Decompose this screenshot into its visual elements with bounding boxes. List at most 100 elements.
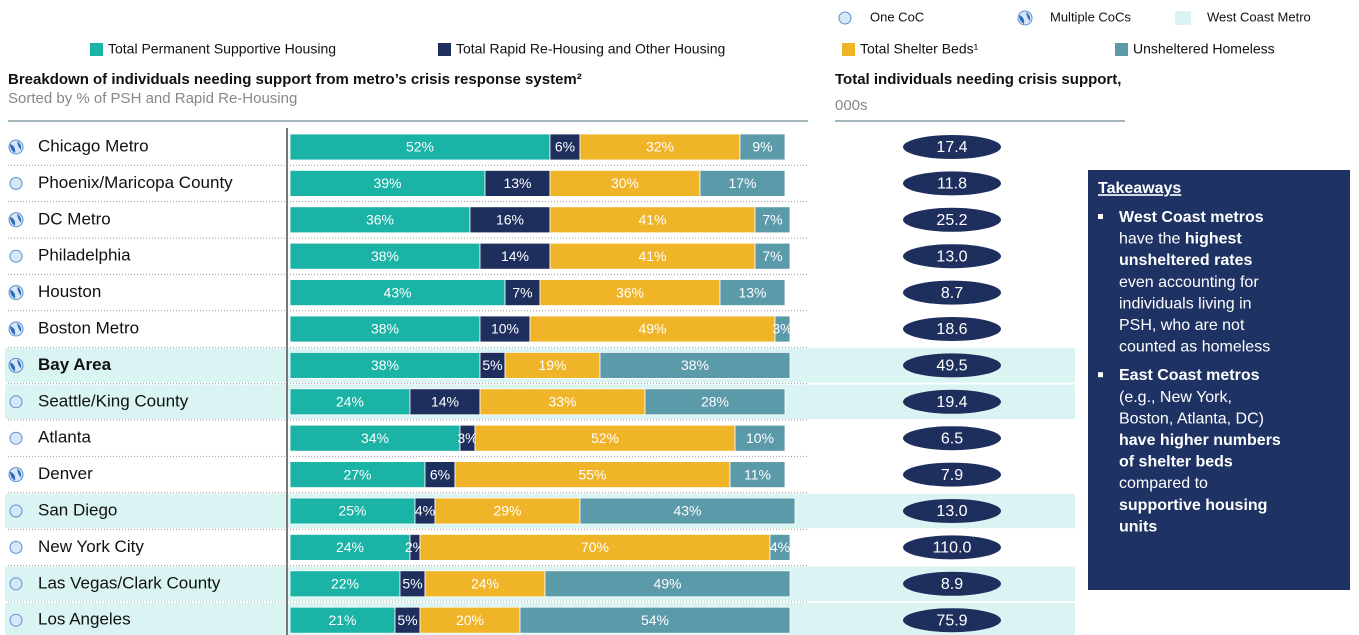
bar-segment: [479, 242, 551, 270]
category-label: Philadelphia: [38, 246, 131, 265]
value-label: 29%: [493, 503, 521, 519]
takeaway-text: West Coast metros: [1119, 209, 1264, 226]
totals-title: Total individuals needing crisis support…: [835, 71, 1121, 88]
takeaways-box: [1088, 170, 1350, 590]
value-label: 32%: [646, 139, 674, 155]
bar-segment: [289, 606, 396, 634]
bar-segment: [419, 606, 521, 634]
legend-label: Total Rapid Re-Housing and Other Housing: [456, 41, 725, 57]
one-coc-icon: [9, 176, 23, 190]
value-label: 9%: [752, 139, 772, 155]
value-label: 24%: [336, 394, 364, 410]
takeaway-line: West Coast metros: [1119, 209, 1264, 226]
value-label: 55%: [578, 466, 606, 482]
value-label: 14%: [501, 248, 529, 264]
bullet: [1098, 372, 1103, 378]
totals-subtitle: 000s: [835, 97, 868, 114]
bar-segment: [434, 497, 581, 525]
takeaway-line: units: [1119, 519, 1157, 536]
bar-segment: [504, 279, 541, 307]
value-label: 10%: [491, 321, 519, 337]
bar-segment: [734, 424, 786, 452]
multiple-coc-icon: [10, 471, 16, 481]
multiple-coc-icon: [17, 213, 22, 223]
takeaway-line: have the highest: [1119, 231, 1242, 248]
bar-segment: [644, 388, 786, 416]
multiple-coc-icon: [17, 141, 22, 150]
value-label: 4%: [415, 503, 435, 519]
value-label: 5%: [402, 576, 422, 592]
value-label: 70%: [581, 539, 609, 555]
bar-segment: [519, 606, 791, 634]
takeaway-line: Boston, Atlanta, DC): [1119, 411, 1264, 428]
value-label: 24%: [471, 576, 499, 592]
value-label: 49%: [653, 576, 681, 592]
total-badge: [903, 426, 1001, 451]
bar-segment: [579, 133, 741, 161]
multiple-coc-icon: [17, 359, 22, 369]
total-label: 7.9: [941, 467, 963, 484]
total-label: 18.6: [936, 321, 967, 338]
legend-label: West Coast Metro: [1207, 9, 1311, 24]
bar-segment: [549, 133, 581, 161]
bar-segment: [699, 169, 786, 197]
value-label: 49%: [638, 321, 666, 337]
value-label: 7%: [512, 284, 532, 300]
value-label: 27%: [343, 466, 371, 482]
value-label: 33%: [548, 394, 576, 410]
value-label: 34%: [361, 430, 389, 446]
multiple-coc-icon: [17, 468, 22, 478]
total-badge: [903, 317, 1001, 341]
takeaway-text: individuals living in: [1119, 296, 1252, 313]
category-label: DC Metro: [38, 209, 111, 228]
category-label: Bay Area: [38, 355, 112, 374]
takeaway-text: Boston, Atlanta, DC): [1119, 411, 1264, 428]
legend-label: Multiple CoCs: [1050, 9, 1131, 24]
category-label: Phoenix/Maricopa County: [38, 173, 233, 192]
multiple-coc-icon: [10, 216, 16, 226]
value-label: 38%: [681, 357, 709, 373]
legend-label: Total Permanent Supportive Housing: [108, 41, 336, 57]
total-label: 19.4: [936, 394, 967, 411]
value-label: 3%: [457, 430, 477, 446]
total-badge: [903, 135, 1001, 159]
bar-segment: [549, 242, 756, 270]
value-label: 7%: [762, 212, 782, 228]
takeaway-line: unsheltered rates: [1119, 252, 1252, 269]
takeaway-text: even accounting for: [1119, 274, 1259, 291]
takeaway-text: highest: [1185, 231, 1243, 248]
value-label: 11%: [744, 466, 771, 482]
chart-subtitle: Sorted by % of PSH and Rapid Re-Housing: [8, 90, 297, 107]
category-label: Boston Metro: [38, 318, 139, 337]
bar-segment: [469, 206, 551, 234]
value-label: 3%: [772, 321, 792, 337]
category-label: Los Angeles: [38, 610, 131, 629]
one-coc-icon: [9, 249, 23, 263]
takeaway-line: compared to: [1119, 475, 1208, 492]
total-label: 11.8: [937, 176, 967, 193]
bar-segment: [754, 242, 791, 270]
takeaway-line: supportive housing: [1119, 497, 1267, 514]
bar-segment: [289, 169, 486, 197]
category-label: San Diego: [38, 500, 117, 519]
total-badge: [903, 353, 1001, 378]
one-coc-icon: [9, 540, 23, 554]
bar-segment: [474, 424, 736, 452]
takeaway-text: of shelter beds: [1119, 454, 1233, 471]
takeaway-text: East Coast metros: [1119, 367, 1260, 384]
value-label: 28%: [701, 394, 729, 410]
value-label: 43%: [673, 503, 701, 519]
legend-label: Total Shelter Beds¹: [860, 41, 979, 57]
total-label: 13.0: [936, 248, 967, 265]
total-label: 8.9: [941, 576, 963, 593]
bar-segment: [289, 424, 461, 452]
category-label: Denver: [38, 464, 93, 483]
total-badge: [903, 244, 1001, 269]
value-label: 5%: [397, 612, 417, 628]
value-label: 13%: [738, 284, 766, 300]
bar-segment: [549, 169, 701, 197]
total-badge: [903, 389, 1001, 414]
value-label: 36%: [366, 212, 394, 228]
total-label: 25.2: [936, 212, 967, 229]
category-label: Houston: [38, 282, 101, 301]
